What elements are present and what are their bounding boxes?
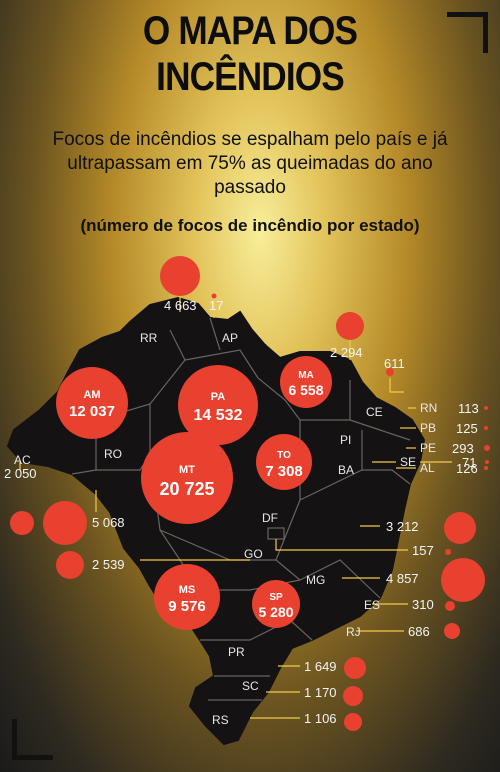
page-title: O MAPA DOS INCÊNDIOS xyxy=(30,8,470,100)
bubble-mt-value: 20 725 xyxy=(159,479,214,499)
value-ac: 2 050 xyxy=(4,466,37,481)
bubble-ma-value: 6 558 xyxy=(288,382,323,398)
se-row: SE 71 xyxy=(372,455,489,470)
state-code-rs: RS xyxy=(212,713,229,727)
value-rr: 4 663 xyxy=(164,298,197,313)
bubble-pa xyxy=(178,365,258,445)
value-al: 126 xyxy=(456,461,478,476)
map-note: (número de focos de incêndio por estado) xyxy=(80,216,420,235)
bubble-to-value: 7 308 xyxy=(265,463,303,480)
value-es: 310 xyxy=(412,597,434,612)
bubble-al xyxy=(484,466,488,470)
bubble-sp-value: 5 280 xyxy=(258,604,293,620)
bubble-am-value: 12 037 xyxy=(69,403,115,420)
state-code-pe: PE xyxy=(420,441,436,455)
value-rj: 686 xyxy=(408,624,430,639)
title-line-1: O MAPA DOS xyxy=(142,9,358,53)
value-ba: 3 212 xyxy=(386,519,419,534)
bubble-sp-code: SP xyxy=(269,592,283,603)
value-pi: 2 294 xyxy=(330,345,363,360)
state-code-se-row: SE xyxy=(400,455,416,469)
value-labels: 4 663 17 2 294 611 113 125 293 126 71 2 … xyxy=(4,298,479,726)
bubble-am xyxy=(56,367,128,439)
bubble-am-code: AM xyxy=(83,389,100,401)
bubble-pe xyxy=(484,445,490,451)
state-code-mg: MG xyxy=(306,573,325,587)
title-line-2: INCÊNDIOS xyxy=(156,55,345,99)
bubble-es xyxy=(445,601,455,611)
state-code-df: DF xyxy=(262,511,278,525)
bubble-ap xyxy=(211,293,217,299)
subtitle: Focos de incêndios se espalham pelo país… xyxy=(52,129,448,198)
bubble-se xyxy=(485,460,489,464)
bubble-pa-code: PA xyxy=(211,391,226,403)
bubble-mt xyxy=(141,432,233,524)
bubble-ro xyxy=(43,501,87,545)
value-se-row: 71 xyxy=(462,455,476,470)
bubble-df xyxy=(445,549,451,555)
value-rn: 113 xyxy=(458,401,479,416)
coast-detail xyxy=(248,344,270,372)
state-code-ce: CE xyxy=(366,405,383,419)
bubble-pr xyxy=(344,657,366,679)
state-code-ap: AP xyxy=(222,331,238,345)
state-code-rj: RJ xyxy=(346,625,361,639)
state-code-rn: RN xyxy=(420,401,437,415)
bubble-ac xyxy=(10,511,34,535)
bubble-ms-value: 9 576 xyxy=(168,598,206,615)
value-sc: 1 170 xyxy=(304,685,337,700)
value-ro: 5 068 xyxy=(92,515,125,530)
value-go: 2 539 xyxy=(92,557,125,572)
bubble-go xyxy=(56,551,84,579)
bubble-rr xyxy=(160,256,200,296)
value-pr: 1 649 xyxy=(304,659,337,674)
value-mg: 4 857 xyxy=(386,571,419,586)
state-code-pr: PR xyxy=(228,645,245,659)
value-pb: 125 xyxy=(456,421,478,436)
bubble-ma-code: MA xyxy=(298,370,314,381)
bubble-rj xyxy=(444,623,460,639)
corner-bracket-top-right xyxy=(447,12,488,53)
state-code-ba: BA xyxy=(338,463,354,477)
bubble-to-code: TO xyxy=(277,450,291,461)
bubble-mg xyxy=(441,558,485,602)
bubble-rn xyxy=(484,406,488,410)
value-ap: 17 xyxy=(209,298,223,313)
bubble-ms xyxy=(154,564,220,630)
state-code-pb: PB xyxy=(420,421,436,435)
leader-lines xyxy=(19,296,416,719)
bubble-to xyxy=(256,434,312,490)
value-df: 157 xyxy=(412,543,434,558)
bubble-pb xyxy=(484,426,488,430)
state-code-rr: RR xyxy=(140,331,158,345)
bubble-pa-value: 14 532 xyxy=(194,407,243,424)
bubble-ce xyxy=(386,368,394,376)
bubble-sp xyxy=(252,580,300,628)
bubble-mt-code: MT xyxy=(179,464,195,476)
value-pe: 293 xyxy=(452,441,474,456)
bubble-ma xyxy=(280,356,332,408)
state-code-go: GO xyxy=(244,547,263,561)
corner-bracket-bottom-left xyxy=(12,719,53,760)
state-code-ac: AC xyxy=(14,453,31,467)
bubble-ba xyxy=(444,512,476,544)
state-code-ro: RO xyxy=(104,447,122,461)
state-code-pi: PI xyxy=(340,433,351,447)
state-code-es: ES xyxy=(364,598,380,612)
bubble-rs xyxy=(344,713,362,731)
large-bubbles: AM 12 037 PA 14 532 MA 6 558 TO 7 308 MT… xyxy=(56,356,332,630)
bubble-ms-code: MS xyxy=(179,584,196,596)
value-ce: 611 xyxy=(384,356,405,371)
state-code-sc: SC xyxy=(242,679,259,693)
value-rs: 1 106 xyxy=(304,711,337,726)
bubble-sc xyxy=(343,686,363,706)
state-codes: RR AP CE PI AC RO BA DF GO MG ES RJ PR S… xyxy=(14,331,437,727)
state-code-al: AL xyxy=(420,461,435,475)
external-bubbles xyxy=(10,256,490,731)
bubble-pi xyxy=(336,312,364,340)
